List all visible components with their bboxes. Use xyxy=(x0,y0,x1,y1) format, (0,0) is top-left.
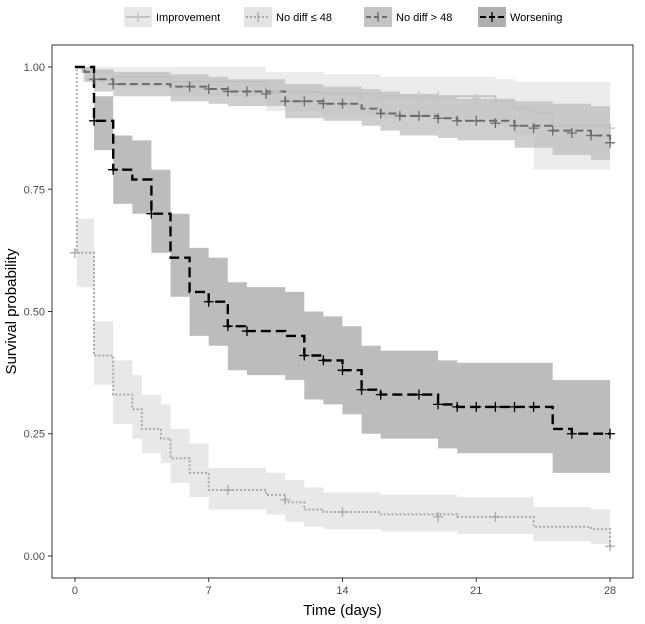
censor-mark-worsening xyxy=(528,401,539,412)
censor-mark-no-diff-48 xyxy=(433,113,444,124)
censor-mark-no-diff-48 xyxy=(528,123,539,134)
censor-mark-improvement xyxy=(490,96,501,107)
censor-mark-improvement xyxy=(318,88,329,99)
censor-mark-worsening xyxy=(318,355,329,366)
censor-mark-no-diff-48 xyxy=(585,130,596,141)
censor-mark-worsening xyxy=(241,326,252,337)
x-tick-label: 21 xyxy=(470,585,482,597)
censor-mark-worsening xyxy=(356,384,367,395)
x-tick-label: 0 xyxy=(72,585,78,597)
y-axis-title: Survival probability xyxy=(3,248,20,374)
censor-mark-worsening xyxy=(203,296,214,307)
censor-mark-improvement xyxy=(413,91,424,102)
censor-mark-no-diff-48 xyxy=(280,494,291,505)
censor-mark-worsening xyxy=(452,401,463,412)
legend-item-worsening: Worsening xyxy=(478,7,562,27)
censor-mark-no-diff-48 xyxy=(490,511,501,522)
censor-marks xyxy=(69,74,616,552)
censor-mark-no-diff-48 xyxy=(547,125,558,136)
censor-mark-improvement xyxy=(433,91,444,102)
legend-label-worsening: Worsening xyxy=(510,12,562,24)
censor-mark-worsening xyxy=(509,401,520,412)
censor-mark-no-diff-48 xyxy=(108,79,119,90)
censor-mark-worsening xyxy=(222,321,233,332)
censor-mark-no-diff-48 xyxy=(318,98,329,109)
censor-mark-worsening xyxy=(471,401,482,412)
y-tick-label: 0.50 xyxy=(24,307,45,319)
x-tick-label: 14 xyxy=(336,585,348,597)
censor-mark-no-diff-48 xyxy=(222,86,233,97)
censor-mark-worsening xyxy=(375,389,386,400)
censor-mark-no-diff-48 xyxy=(452,115,463,126)
band-no-diff-48 xyxy=(74,67,611,556)
legend-label-no-diff-48: No diff ≤ 48 xyxy=(276,12,332,24)
censor-mark-worsening xyxy=(89,115,100,126)
censor-mark-worsening xyxy=(566,428,577,439)
censor-mark-no-diff-48 xyxy=(203,84,214,95)
legend-item-improvement: Improvement xyxy=(124,7,220,27)
censor-mark-worsening xyxy=(299,350,310,361)
censor-mark-worsening xyxy=(413,389,424,400)
censor-mark-no-diff-48 xyxy=(89,74,100,85)
censor-mark-no-diff-48 xyxy=(509,120,520,131)
censor-mark-no-diff-48 xyxy=(375,108,386,119)
censor-mark-worsening xyxy=(108,164,119,175)
axes: 0 7 14 21 28 0.00 0.25 0.50 0.75 1.00 xyxy=(24,62,617,597)
censor-mark-no-diff-48 xyxy=(241,86,252,97)
censor-mark-no-diff-48 xyxy=(261,88,272,99)
censor-mark-no-diff-48 xyxy=(69,247,80,258)
censor-mark-no-diff-48 xyxy=(394,110,405,121)
x-tick-label: 28 xyxy=(604,585,616,597)
censor-mark-worsening xyxy=(433,399,444,410)
y-tick-label: 0.25 xyxy=(24,429,45,441)
curve-no-diff-48 xyxy=(74,66,612,547)
legend: Improvement No diff ≤ 48 No diff > 48 Worse… xyxy=(124,7,562,27)
censor-mark-no-diff-48 xyxy=(337,98,348,109)
censor-mark-improvement xyxy=(270,86,281,97)
censor-mark-no-diff-48 xyxy=(605,137,616,148)
censor-mark-improvement xyxy=(471,93,482,104)
censor-mark-worsening xyxy=(605,428,616,439)
legend-item-no-diff-48: No diff > 48 xyxy=(364,7,452,27)
censor-mark-improvement xyxy=(375,91,386,102)
censor-mark-worsening xyxy=(490,401,501,412)
x-tick-label: 7 xyxy=(206,585,212,597)
censor-mark-worsening xyxy=(337,365,348,376)
censor-mark-no-diff-48 xyxy=(566,128,577,139)
censor-mark-no-diff-48 xyxy=(605,541,616,552)
censor-mark-no-diff-48 xyxy=(433,511,444,522)
censor-mark-improvement xyxy=(356,91,367,102)
x-axis-title: Time (days) xyxy=(303,602,382,619)
legend-item-no-diff-48: No diff ≤ 48 xyxy=(244,7,332,27)
curve-worsening xyxy=(74,65,611,435)
censor-mark-no-diff-48 xyxy=(280,96,291,107)
confidence-bands xyxy=(74,67,611,556)
censor-mark-no-diff-48 xyxy=(413,110,424,121)
censor-mark-no-diff-48 xyxy=(184,81,195,92)
censor-mark-no-diff-48 xyxy=(471,115,482,126)
legend-label-improvement: Improvement xyxy=(156,12,220,24)
legend-label-no-diff-48: No diff > 48 xyxy=(396,12,452,24)
censor-mark-no-diff-48 xyxy=(490,118,501,129)
band-worsening xyxy=(74,67,611,473)
censor-mark-improvement xyxy=(605,123,616,134)
y-tick-label: 0.75 xyxy=(24,184,45,196)
y-tick-label: 1.00 xyxy=(24,62,45,74)
censor-mark-no-diff-48 xyxy=(337,506,348,517)
y-tick-label: 0.00 xyxy=(24,551,45,563)
censor-mark-no-diff-48 xyxy=(299,96,310,107)
censor-mark-no-diff-48 xyxy=(222,484,233,495)
censor-mark-worsening xyxy=(146,208,157,219)
